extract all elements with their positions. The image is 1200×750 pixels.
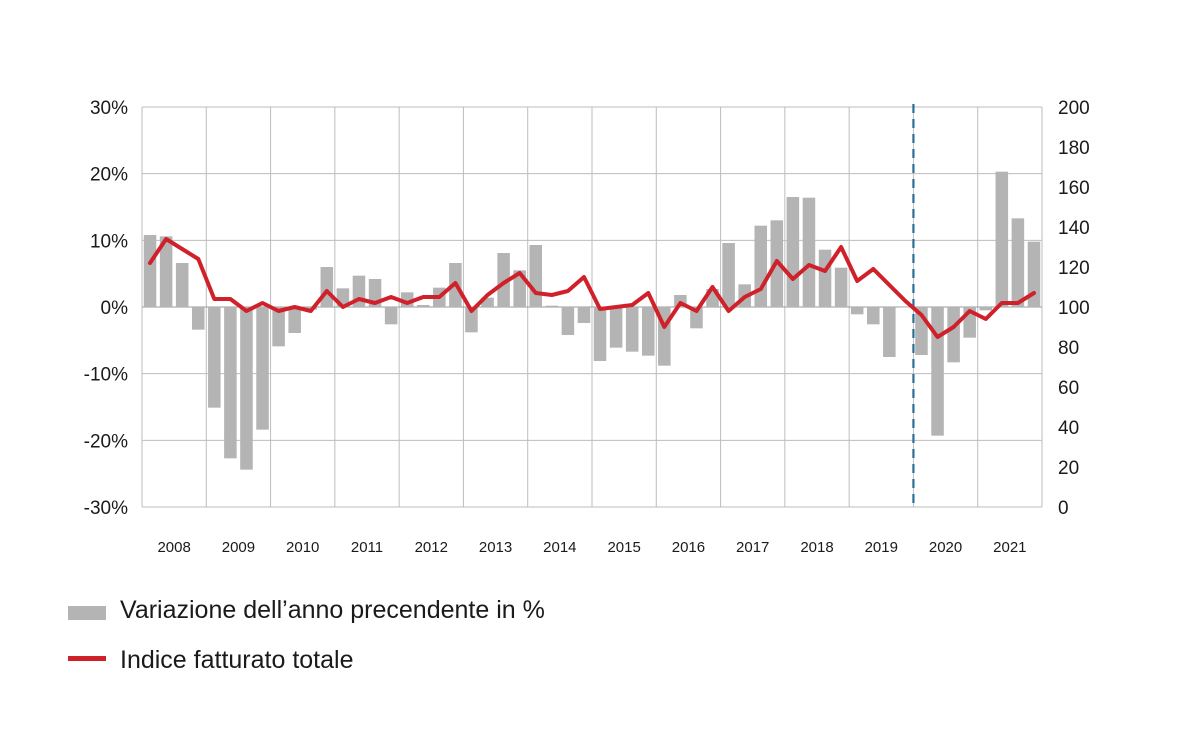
line-series: [148, 237, 1036, 339]
bar: [224, 307, 237, 459]
left-tick-label: -30%: [84, 498, 128, 519]
legend-bar-label: Variazione dell’anno precendente in %: [120, 596, 545, 624]
bar: [995, 171, 1009, 307]
year-label: 2015: [607, 539, 640, 556]
bar: [931, 307, 944, 436]
legend-line-swatch: [68, 656, 106, 661]
bar: [722, 243, 735, 307]
left-axis: 30% 20% 10% 0% -10% -20% -30%: [84, 98, 128, 519]
bar: [272, 307, 285, 347]
bar: [641, 307, 655, 356]
left-tick-label: 10%: [90, 231, 128, 252]
legend-bar-swatch: [68, 606, 106, 620]
year-label: 2021: [993, 539, 1026, 556]
bar: [481, 297, 494, 307]
year-label: 2017: [736, 539, 769, 556]
bar: [593, 307, 607, 361]
bar: [529, 245, 543, 307]
left-tick-label: -20%: [84, 431, 128, 452]
bar: [883, 307, 896, 357]
bar: [159, 236, 173, 307]
right-tick-label: 140: [1058, 218, 1090, 239]
bar: [240, 307, 253, 470]
bar: [1011, 218, 1025, 307]
right-tick-label: 100: [1058, 298, 1090, 319]
year-label: 2011: [351, 539, 383, 556]
left-tick-label: 30%: [90, 98, 128, 119]
right-tick-label: 40: [1058, 418, 1079, 439]
bar: [834, 267, 848, 307]
bar: [802, 197, 816, 307]
bar: [561, 307, 575, 335]
right-tick-label: 60: [1058, 378, 1079, 399]
x-axis: 2008 2009 2010 2011 2012 2013 2014 2015 2016 2017…: [157, 539, 1026, 556]
right-tick-label: 0: [1058, 498, 1069, 519]
bar: [786, 197, 800, 307]
year-label: 2013: [479, 539, 512, 556]
bar: [818, 249, 832, 307]
bar: [384, 307, 398, 325]
right-tick-label: 180: [1058, 138, 1090, 159]
bar: [545, 305, 559, 307]
year-label: 2018: [800, 539, 833, 556]
bar: [609, 307, 623, 348]
bar: [625, 307, 639, 352]
year-label: 2019: [865, 539, 898, 556]
year-label: 2009: [222, 539, 255, 556]
bar: [690, 307, 703, 329]
year-label: 2008: [157, 539, 190, 556]
legend-line-label: Indice fatturato totale: [120, 646, 354, 674]
bar: [577, 307, 591, 323]
bar: [465, 307, 478, 333]
right-tick-label: 120: [1058, 258, 1090, 279]
bar: [256, 307, 269, 430]
bar: [191, 307, 205, 330]
bar: [497, 253, 510, 307]
right-tick-label: 160: [1058, 178, 1090, 199]
bar: [288, 307, 301, 333]
bar: [979, 307, 993, 311]
index-line: [148, 237, 1036, 339]
bar: [175, 263, 189, 307]
left-tick-label: 20%: [90, 165, 128, 186]
bar: [947, 307, 960, 363]
bar: [320, 267, 334, 307]
left-tick-label: -10%: [84, 365, 128, 386]
left-tick-label: 0%: [101, 298, 129, 319]
year-label: 2016: [672, 539, 705, 556]
year-label: 2020: [929, 539, 962, 556]
bar: [208, 307, 221, 408]
year-label: 2012: [415, 539, 448, 556]
year-label: 2014: [543, 539, 576, 556]
bar: [416, 305, 430, 307]
bar: [754, 225, 768, 307]
year-label: 2010: [286, 539, 319, 556]
bar: [143, 235, 157, 307]
right-tick-label: 80: [1058, 338, 1079, 359]
bar: [899, 307, 912, 308]
bar: [866, 307, 880, 325]
bar: [1027, 241, 1041, 307]
bar: [850, 307, 864, 315]
right-tick-label: 20: [1058, 458, 1079, 479]
right-tick-label: 200: [1058, 98, 1090, 119]
